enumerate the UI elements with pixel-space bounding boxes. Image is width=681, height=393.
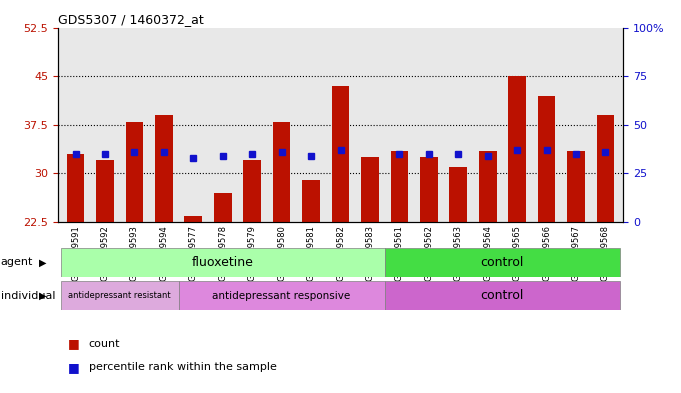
Bar <box>125 121 143 222</box>
Bar <box>67 154 84 222</box>
Bar <box>61 248 385 277</box>
Bar <box>178 281 385 310</box>
Bar <box>214 193 232 222</box>
Bar <box>302 180 320 222</box>
Text: fluoxetine: fluoxetine <box>192 256 254 269</box>
Bar <box>390 151 408 222</box>
Bar <box>185 215 202 222</box>
Text: ▶: ▶ <box>38 291 46 301</box>
Bar <box>567 151 585 222</box>
Bar <box>449 167 467 222</box>
Text: percentile rank within the sample: percentile rank within the sample <box>89 362 276 373</box>
Bar <box>420 157 438 222</box>
Bar <box>332 86 349 222</box>
Bar <box>155 115 173 222</box>
Bar <box>385 248 620 277</box>
Text: ■: ■ <box>68 337 80 351</box>
Text: count: count <box>89 339 120 349</box>
Text: control: control <box>481 289 524 302</box>
Bar <box>538 95 556 222</box>
Text: agent: agent <box>1 257 33 267</box>
Bar <box>597 115 614 222</box>
Text: antidepressant responsive: antidepressant responsive <box>212 291 351 301</box>
Bar <box>385 281 620 310</box>
Bar <box>61 281 178 310</box>
Bar <box>508 76 526 222</box>
Text: ■: ■ <box>68 361 80 374</box>
Text: ▶: ▶ <box>38 257 46 267</box>
Bar <box>96 160 114 222</box>
Bar <box>479 151 496 222</box>
Text: control: control <box>481 256 524 269</box>
Bar <box>361 157 379 222</box>
Bar <box>243 160 261 222</box>
Text: antidepressant resistant: antidepressant resistant <box>68 291 171 300</box>
Bar <box>273 121 291 222</box>
Text: individual: individual <box>1 291 55 301</box>
Text: GDS5307 / 1460372_at: GDS5307 / 1460372_at <box>58 13 204 26</box>
